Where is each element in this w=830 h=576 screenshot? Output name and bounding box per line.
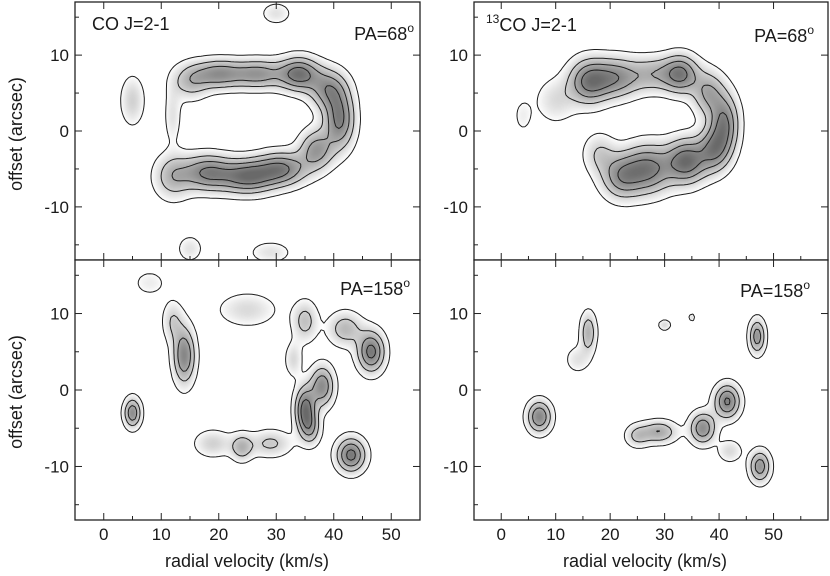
contour-level-1 xyxy=(516,47,745,208)
y-tick-label: 0 xyxy=(60,122,69,141)
y-tick-label: 0 xyxy=(459,381,468,400)
panel-label-left: 13CO J=2-1 xyxy=(486,12,577,35)
contour-level-4 xyxy=(581,66,730,184)
contour-level-4 xyxy=(724,397,731,406)
y-tick-label: -10 xyxy=(44,457,69,476)
tick-labels: 10 0 -10 xyxy=(443,46,468,217)
panel-label-right: PA=158o xyxy=(740,278,810,301)
tick-labels: 0 10 20 30 40 50 10 0 -10 xyxy=(44,305,400,544)
intensity-map xyxy=(75,2,420,260)
y-tick-label: -10 xyxy=(44,198,69,217)
degree-superscript: o xyxy=(807,23,814,37)
y-tick-label: -10 xyxy=(443,198,468,217)
panel-label-left: CO J=2-1 xyxy=(92,14,170,34)
y-tick-label: 10 xyxy=(50,305,69,324)
contour-level-1 xyxy=(120,273,391,479)
y-axis-label: offset (arcsec) xyxy=(6,335,26,449)
contour-level-4 xyxy=(300,344,376,461)
panel-label-right: PA=158o xyxy=(340,276,410,299)
contour-lines xyxy=(120,3,361,261)
y-axis-label: offset (arcsec) xyxy=(6,77,26,191)
x-tick-label: 30 xyxy=(267,525,286,544)
contour-level-4 xyxy=(199,67,345,185)
contour-level-3 xyxy=(171,62,350,189)
x-tick-label: 10 xyxy=(152,525,171,544)
degree-superscript: o xyxy=(803,278,810,292)
y-tick-label: 10 xyxy=(449,46,468,65)
y-tick-label: 0 xyxy=(60,381,69,400)
tick-labels: 10 0 -10 xyxy=(44,46,69,217)
contour-lines xyxy=(516,47,745,208)
x-tick-label: 30 xyxy=(655,525,674,544)
y-tick-label: -10 xyxy=(443,457,468,476)
x-tick-label: 50 xyxy=(764,525,783,544)
pa-text: PA=68o xyxy=(354,21,414,44)
x-tick-label: 10 xyxy=(546,525,565,544)
contour-level-2 xyxy=(124,310,385,472)
panel-13co-pa68: 10 0 -10 13CO J=2-1 PA=68o xyxy=(443,1,829,261)
contour-level-1 xyxy=(120,3,361,261)
degree-superscript: o xyxy=(403,276,410,290)
axis-ticks xyxy=(473,260,828,520)
pa-text: PA=68o xyxy=(754,23,814,46)
panel-co-pa158: 0 10 20 30 40 50 10 0 -10 PA=158o offset (arcsec… xyxy=(6,259,421,571)
x-tick-label: 20 xyxy=(209,525,228,544)
axis-ticks xyxy=(473,2,828,260)
pa-text: PA=158o xyxy=(340,276,410,299)
axis-ticks xyxy=(74,260,421,520)
label-text: CO J=2-1 xyxy=(92,14,170,34)
contour-level-3 xyxy=(532,328,766,474)
y-tick-label: 10 xyxy=(449,305,468,324)
contour-level-3 xyxy=(127,337,381,467)
y-tick-label: 10 xyxy=(50,46,69,65)
degree-superscript: o xyxy=(407,21,414,35)
contour-level-2 xyxy=(564,55,739,198)
x-axis-label: radial velocity (km/s) xyxy=(165,551,329,571)
panel-label-right: PA=68o xyxy=(754,23,814,46)
x-axis-label: radial velocity (km/s) xyxy=(563,551,727,571)
pa-text: PA=158o xyxy=(740,278,810,301)
intensity-map xyxy=(75,260,420,520)
isotope-superscript: 13 xyxy=(486,12,500,26)
contour-level-2 xyxy=(160,57,355,194)
label-text: CO J=2-1 xyxy=(499,15,577,35)
contour-lines xyxy=(522,308,775,488)
tick-labels: 0 10 20 30 40 50 10 0 -10 xyxy=(443,305,783,544)
panel-13co-pa158: 0 10 20 30 40 50 10 0 -10 PA=158o radial velocit… xyxy=(443,259,829,571)
contour-level-3 xyxy=(574,60,734,191)
panel-co-pa68: 10 0 -10 CO J=2-1 PA=68o offset (arcsec) xyxy=(6,1,421,261)
panel-label-right: PA=68o xyxy=(354,21,414,44)
intensity-map xyxy=(474,260,828,520)
x-tick-label: 20 xyxy=(601,525,620,544)
intensity-map xyxy=(474,2,828,260)
x-tick-label: 50 xyxy=(382,525,401,544)
x-tick-label: 0 xyxy=(496,525,505,544)
x-tick-label: 40 xyxy=(710,525,729,544)
x-tick-label: 40 xyxy=(324,525,343,544)
contour-lines xyxy=(120,273,391,479)
axis-ticks xyxy=(74,2,421,260)
contour-level-2 xyxy=(528,319,770,481)
contour-level-1 xyxy=(522,308,775,488)
y-tick-label: 0 xyxy=(459,122,468,141)
x-tick-label: 0 xyxy=(99,525,108,544)
